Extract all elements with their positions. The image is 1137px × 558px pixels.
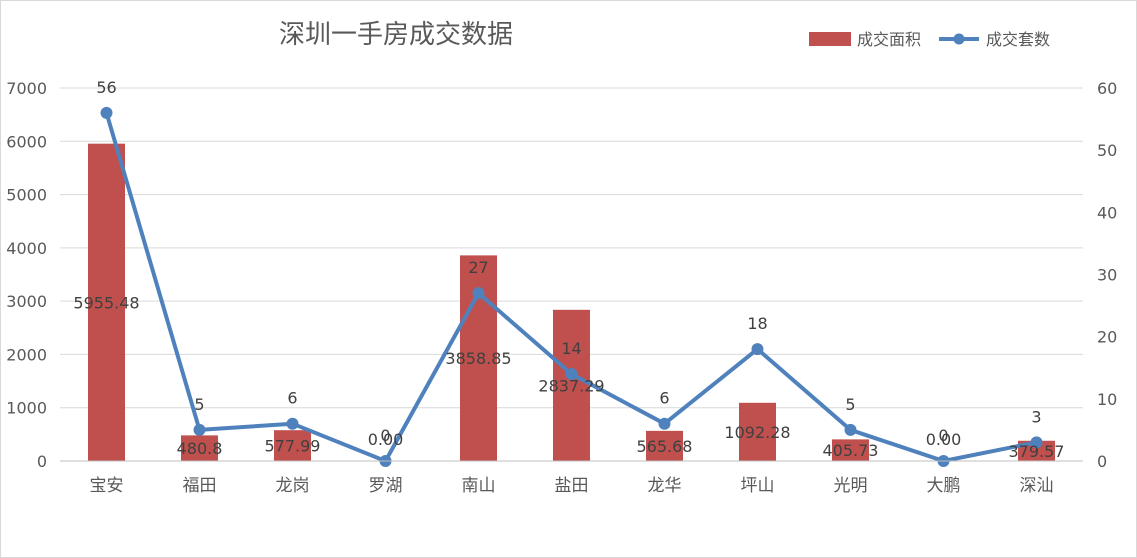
line-data-label: 18 (747, 314, 767, 333)
bar (88, 143, 125, 461)
line-data-label: 56 (96, 78, 116, 97)
line-point (1030, 436, 1043, 449)
line-data-label: 0 (938, 426, 948, 445)
category-label: 宝安 (90, 476, 124, 496)
legend: 成交面积 成交套数 (809, 30, 1050, 49)
category-label: 盐田 (555, 476, 589, 496)
chart-title: 深圳一手房成交数据 (279, 20, 513, 50)
bar-data-label: 3858.85 (445, 349, 511, 368)
line-data-label: 27 (468, 258, 488, 277)
line-data-label: 5 (194, 395, 204, 414)
bar-data-label: 1092.28 (724, 423, 790, 442)
right-tick-label: 40 (1097, 203, 1117, 222)
line-point (844, 423, 857, 436)
legend-marker-line (953, 33, 965, 45)
line-point (472, 287, 485, 300)
bar-data-label: 379.57 (1009, 442, 1065, 461)
line-data-label: 0 (380, 426, 390, 445)
line-data-label: 3 (1031, 407, 1041, 426)
legend-swatch-bar (809, 32, 851, 46)
left-tick-label: 4000 (6, 239, 47, 258)
category-label: 罗湖 (369, 476, 403, 496)
bar-data-label: 2837.29 (538, 376, 604, 395)
left-tick-label: 0 (37, 452, 47, 471)
left-tick-label: 6000 (6, 132, 47, 151)
bar (274, 430, 311, 461)
bar-data-label: 480.8 (177, 439, 223, 458)
line-point (658, 417, 671, 430)
line-point (565, 367, 578, 380)
bar-series (88, 143, 1055, 461)
line-series (100, 106, 1043, 467)
category-label: 光明 (834, 476, 868, 496)
left-tick-label: 7000 (6, 79, 47, 98)
left-axis-ticks: 0 1000 2000 3000 4000 5000 6000 7000 (6, 79, 47, 471)
right-tick-label: 20 (1097, 328, 1117, 347)
category-label: 南山 (462, 476, 496, 496)
legend-label-bar: 成交面积 (857, 30, 921, 49)
bar (646, 430, 683, 461)
line-point (751, 343, 764, 356)
left-tick-label: 3000 (6, 292, 47, 311)
line-point (193, 423, 206, 436)
right-tick-label: 10 (1097, 390, 1117, 409)
line-point (286, 417, 299, 430)
left-tick-label: 5000 (6, 186, 47, 205)
left-tick-label: 2000 (6, 345, 47, 364)
bar-data-label: 0.00 (926, 430, 962, 449)
category-label: 坪山 (741, 476, 775, 496)
right-tick-label: 50 (1097, 141, 1117, 160)
category-label: 深汕 (1020, 476, 1054, 496)
right-tick-label: 0 (1097, 452, 1107, 471)
bar-data-label: 577.99 (265, 437, 321, 456)
bar-data-labels: 5955.48 480.8 577.99 0.00 3858.85 2837.29 565.… (73, 293, 1064, 461)
bar (553, 309, 590, 461)
right-tick-label: 30 (1097, 266, 1117, 285)
bar (181, 435, 218, 461)
line-data-label: 5 (845, 395, 855, 414)
bar (739, 402, 776, 461)
category-axis: 宝安 福田 龙岗 罗湖 南山 盐田 龙华 坪山 光明 大鹏 深汕 (60, 460, 1083, 496)
line-data-label: 6 (287, 389, 297, 408)
category-label: 福田 (183, 476, 217, 496)
line-data-label: 6 (659, 389, 669, 408)
bar-data-label: 565.68 (637, 437, 693, 456)
left-tick-label: 1000 (6, 399, 47, 418)
category-label: 龙岗 (276, 476, 310, 496)
bar-data-label: 405.73 (823, 441, 879, 460)
right-tick-label: 60 (1097, 79, 1117, 98)
line-data-label: 14 (561, 339, 581, 358)
legend-label-line: 成交套数 (986, 30, 1050, 49)
bar (832, 439, 869, 461)
category-label: 大鹏 (927, 476, 961, 496)
line-point (100, 106, 113, 119)
category-label: 龙华 (648, 476, 682, 496)
bar-data-label: 5955.48 (73, 293, 139, 312)
right-axis-ticks: 0 10 20 30 40 50 60 (1097, 79, 1117, 471)
bar-data-label: 0.00 (368, 430, 404, 449)
